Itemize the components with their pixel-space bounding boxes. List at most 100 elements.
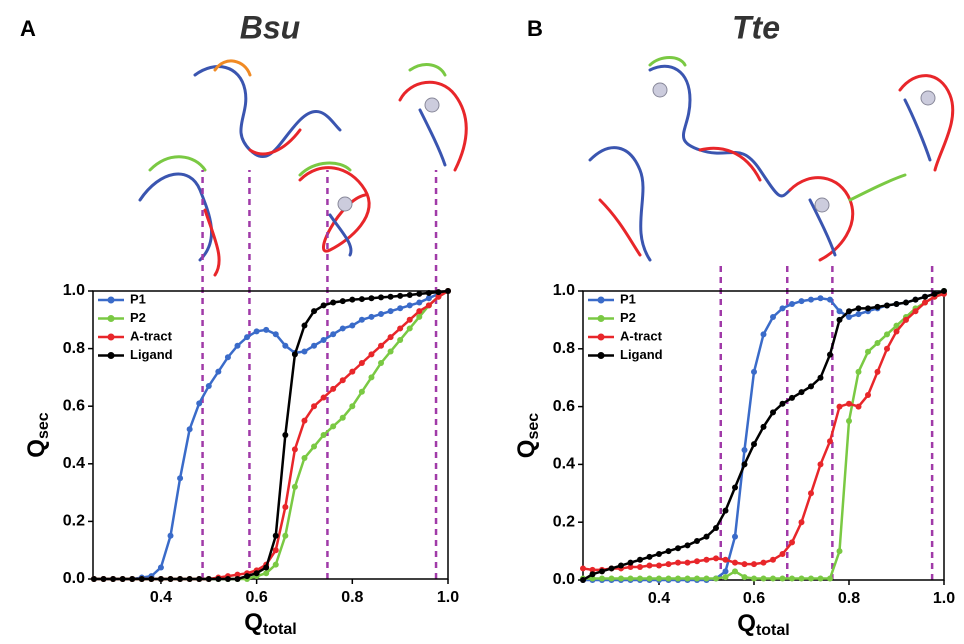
data-point <box>627 563 634 570</box>
data-point <box>751 575 757 582</box>
data-point <box>855 305 862 312</box>
x-tick-label: 0.6 <box>743 590 765 607</box>
data-point <box>358 316 365 323</box>
x-tick-label: 1.0 <box>933 590 955 607</box>
data-point <box>656 550 662 557</box>
data-point <box>339 298 346 305</box>
data-point <box>397 305 404 312</box>
data-point <box>387 334 394 341</box>
x-tick-label: 0.8 <box>341 589 363 606</box>
x-tick-label: 0.8 <box>838 590 860 607</box>
data-point <box>397 336 404 343</box>
molecule <box>648 56 687 67</box>
molecule <box>193 65 342 158</box>
y-tick-label: 0.0 <box>63 570 85 587</box>
y-axis-label-main: Q <box>23 439 50 458</box>
x-axis-label-sub: total <box>756 622 790 639</box>
data-point <box>941 288 947 294</box>
data-point <box>627 575 634 582</box>
data-point <box>330 385 337 392</box>
legend-marker <box>597 296 605 304</box>
data-point <box>301 417 308 424</box>
data-point <box>608 575 615 582</box>
data-point <box>205 383 212 390</box>
data-point <box>779 575 786 582</box>
data-point <box>703 533 710 540</box>
y-tick-label: 0.6 <box>553 398 575 415</box>
data-point <box>311 403 318 410</box>
data-point <box>397 325 404 332</box>
chart-title: Bsu <box>240 9 300 45</box>
data-point <box>291 446 298 453</box>
data-point <box>675 559 681 566</box>
data-point <box>349 403 356 410</box>
molecule <box>588 146 652 262</box>
data-point <box>435 289 442 296</box>
y-tick-label: 0.6 <box>63 397 85 414</box>
x-axis-label-main: Q <box>244 609 263 636</box>
x-axis-label: Qtotal <box>244 609 296 638</box>
data-point <box>684 559 691 566</box>
data-point <box>855 368 862 375</box>
molecule <box>788 176 855 262</box>
legend-label: P1 <box>130 291 146 306</box>
data-point <box>703 575 710 582</box>
data-point <box>339 377 346 384</box>
data-point <box>589 566 596 573</box>
data-point <box>846 400 852 407</box>
y-tick-label: 0.4 <box>553 456 575 473</box>
data-point <box>272 547 279 554</box>
y-axis-label-main: Q <box>513 440 540 459</box>
data-point <box>618 562 624 569</box>
data-point <box>224 576 231 582</box>
data-point <box>406 292 413 299</box>
data-point <box>912 296 919 303</box>
y-axis-label: Qsec <box>23 412 52 457</box>
data-point <box>646 553 653 560</box>
ligand-sphere <box>920 90 936 106</box>
data-point <box>808 490 814 497</box>
legend-label: A-tract <box>620 328 663 343</box>
data-point <box>741 574 748 581</box>
molecule <box>213 59 252 77</box>
data-point <box>732 568 738 575</box>
legend-marker <box>597 352 605 359</box>
data-point <box>646 562 653 569</box>
data-point <box>760 559 767 566</box>
data-point <box>234 571 241 578</box>
ligand-sphere <box>337 196 353 212</box>
data-point <box>874 340 881 347</box>
legend-label: P2 <box>620 310 636 325</box>
data-point <box>741 446 748 453</box>
data-point <box>884 331 890 338</box>
data-point <box>368 295 375 302</box>
data-point <box>320 432 327 438</box>
data-point <box>244 573 251 580</box>
data-point <box>157 576 164 582</box>
data-point <box>836 403 843 410</box>
data-point <box>789 301 795 308</box>
data-point <box>827 351 833 358</box>
data-point <box>186 426 193 433</box>
data-point <box>741 461 748 468</box>
data-point <box>387 293 394 300</box>
data-point <box>253 570 260 577</box>
data-point <box>253 328 260 335</box>
data-point <box>378 360 385 366</box>
data-point <box>808 575 814 582</box>
data-point <box>378 342 385 349</box>
data-point <box>263 326 270 333</box>
data-point <box>368 351 375 358</box>
data-point <box>789 539 795 546</box>
data-point <box>789 394 795 401</box>
data-point <box>741 561 748 568</box>
data-point <box>627 559 634 566</box>
molecule <box>648 64 792 198</box>
data-point <box>789 575 795 582</box>
data-point <box>760 423 767 430</box>
data-point <box>301 455 308 462</box>
molecule-art <box>138 56 955 277</box>
data-point <box>234 576 241 582</box>
data-point <box>589 571 596 578</box>
